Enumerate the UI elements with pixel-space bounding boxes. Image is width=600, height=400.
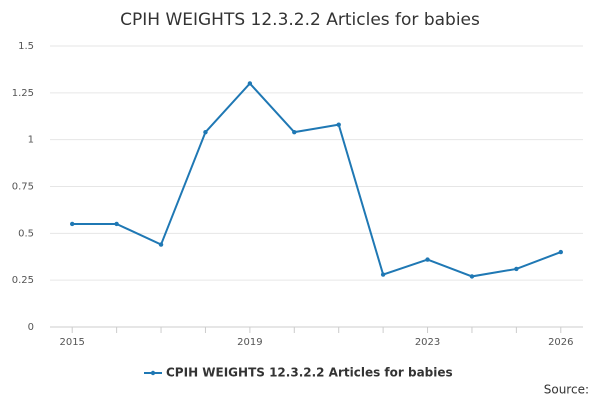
source: Source: <box>544 383 589 397</box>
point <box>292 129 297 135</box>
x-tick-label: 2026 <box>548 337 573 348</box>
y-tick-label: 1.5 <box>18 41 34 52</box>
y-tick-label: 1 <box>28 135 34 146</box>
point <box>336 122 341 127</box>
x-tick-label: 2015 <box>59 337 84 348</box>
point <box>380 272 386 277</box>
y-tick-label: 0 <box>28 322 34 333</box>
point <box>158 242 164 247</box>
y-tick-label: 0.75 <box>12 182 34 193</box>
point <box>114 221 119 227</box>
y-tick-label: 1.25 <box>12 88 34 99</box>
chart-title: CPIH WEIGHTS 12.3.2.2 Articles for babie… <box>120 10 480 30</box>
point <box>247 81 253 86</box>
point <box>70 221 75 227</box>
y-tick-label: 0.5 <box>18 228 34 239</box>
x-tick-label: 2019 <box>237 337 262 348</box>
point <box>514 266 519 272</box>
point <box>558 249 563 255</box>
y-tick-label: 0.25 <box>12 275 34 286</box>
point <box>469 274 475 279</box>
line <box>72 81 562 278</box>
legend-label: CPIH WEIGHTS 12.3.2.2 Articles for babie… <box>166 366 453 380</box>
point <box>203 129 208 135</box>
x-tick-label: 2023 <box>415 337 440 348</box>
point <box>425 257 430 262</box>
legend-symbol-dot <box>150 370 156 376</box>
